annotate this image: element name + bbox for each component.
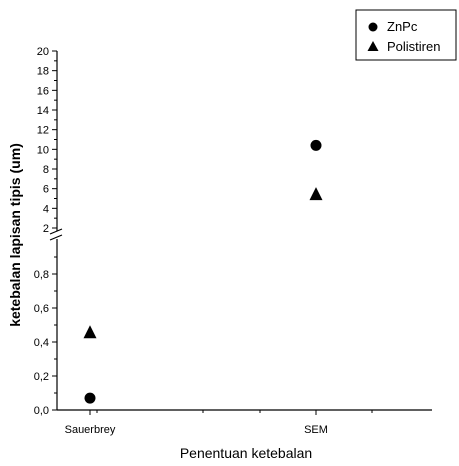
y-tick-label: 20 [37, 46, 49, 58]
y-tick-label: 10 [37, 144, 49, 156]
y-tick-label: 0,2 [34, 371, 49, 383]
point-znpc [84, 392, 96, 404]
y-axis-title: ketebalan lapisan tipis (um) [7, 143, 23, 327]
y-ticks: 2 4 6 8 10 12 14 16 18 20 0,0 0,2 0,4 0,6 0,8 [34, 46, 57, 417]
x-axis-title: Penentuan ketebalan [180, 445, 312, 461]
y-tick-label: 16 [37, 85, 49, 97]
y-tick-label: 0,6 [34, 303, 49, 315]
y-tick-label: 4 [43, 203, 49, 215]
y-tick-label: 0,4 [34, 337, 49, 349]
legend-znpc-label: ZnPc [387, 19, 418, 34]
y-tick-label: 6 [43, 184, 49, 196]
point-polistiren [83, 325, 97, 339]
data-marks [83, 139, 323, 404]
y-tick-label: 0,0 [34, 405, 49, 417]
legend-polistiren-label: Polistiren [387, 39, 440, 54]
axis-break-mark [49, 234, 63, 241]
x-tick-label: Sauerbrey [65, 424, 116, 436]
axis-break-mark [49, 228, 63, 235]
x-categories: Sauerbrey SEM [65, 410, 373, 436]
legend-box [355, 9, 457, 61]
y-tick-label: 12 [37, 125, 49, 137]
y-tick-label: 8 [43, 164, 49, 176]
y-tick-label: 14 [37, 105, 49, 117]
x-tick-label: SEM [304, 424, 328, 436]
axes [49, 51, 432, 411]
point-polistiren [309, 187, 323, 201]
legend-polistiren-marker [367, 41, 379, 51]
point-znpc [310, 139, 322, 151]
legend-znpc-marker [368, 22, 378, 32]
y-tick-label: 18 [37, 66, 49, 78]
y-tick-label: 0,8 [34, 269, 49, 281]
legend: ZnPc Polistiren [355, 9, 457, 61]
y-tick-label: 2 [43, 223, 49, 235]
